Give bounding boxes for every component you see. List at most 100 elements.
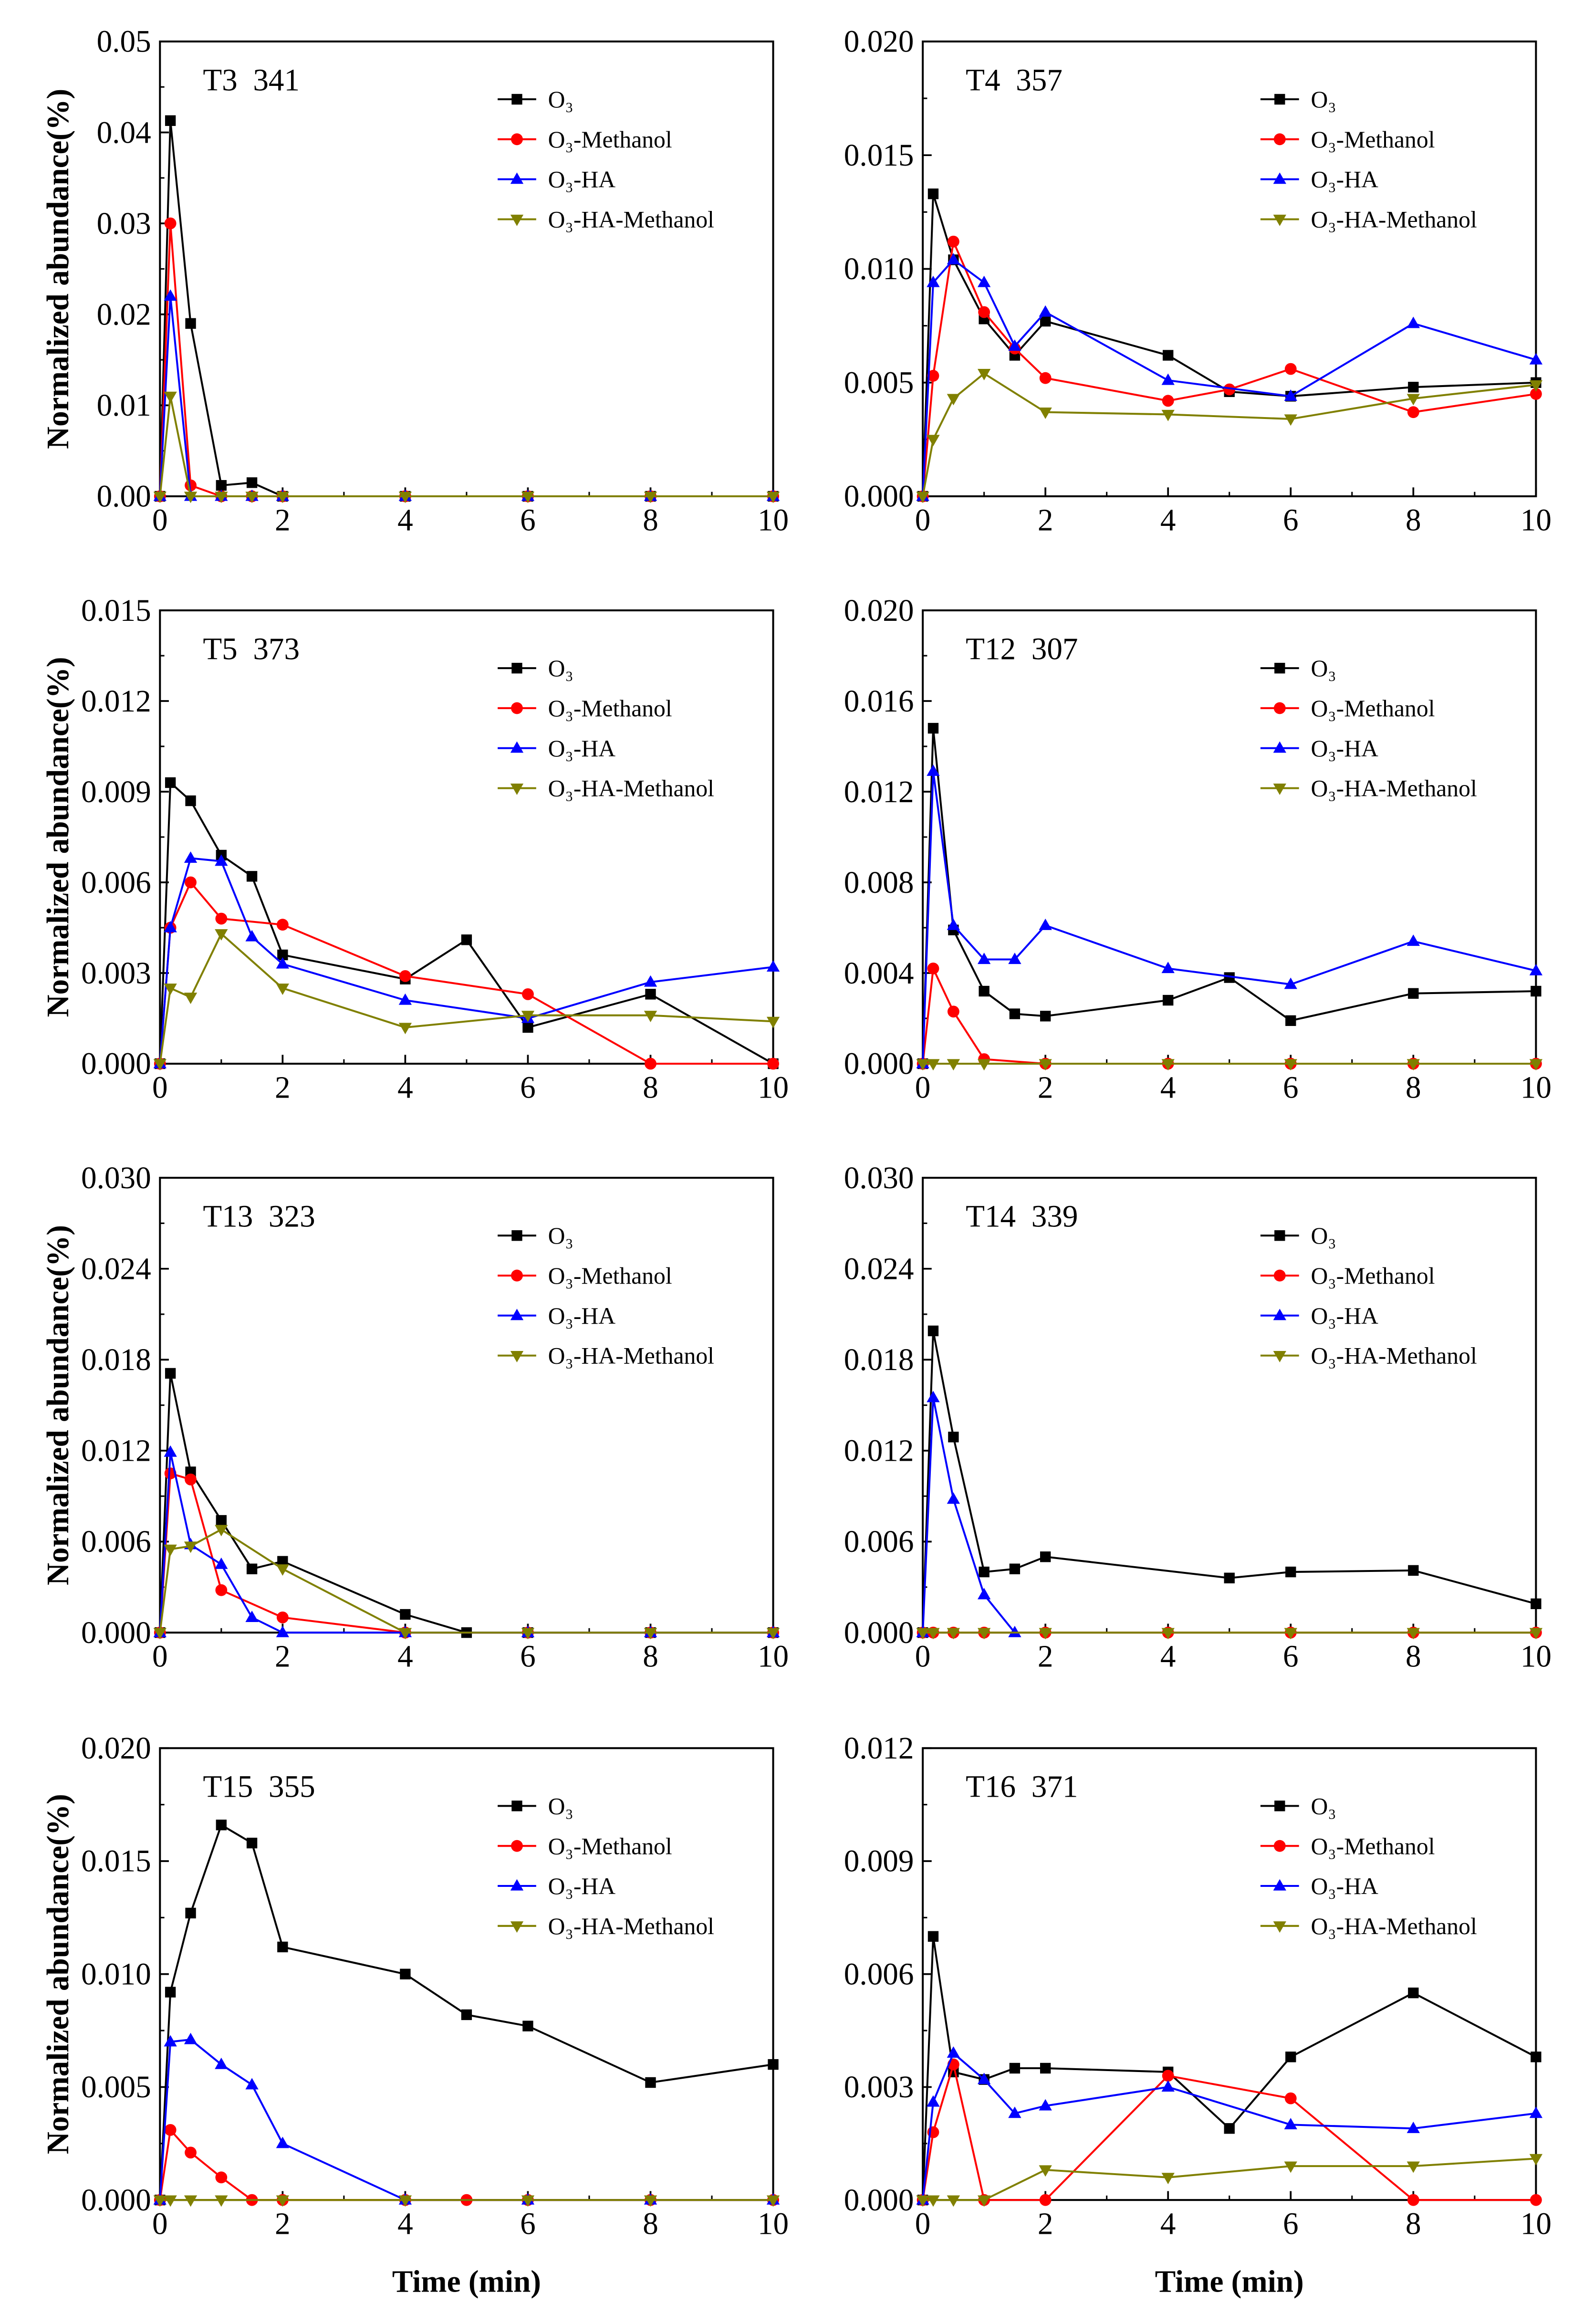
chart-panel-t12: 0 2 4 6 8 10 0.000 0.004 0.008 0.012 0.016 0.020 T12… (844, 594, 1552, 1105)
legend: O₃ O₃-Methanol O₃-HA O₃-HA-Methanol (498, 1793, 714, 1939)
series-o3-ha-point (947, 1492, 960, 1504)
legend-label: O₃-HA (1311, 1873, 1379, 1899)
legend-label: O₃ (548, 86, 573, 113)
series-o3-ha-methanol-point (644, 1011, 657, 1022)
legend-label: O₃-HA (548, 1873, 616, 1899)
legend-swatch-marker (1273, 702, 1286, 714)
y-tick-label: 0.006 (844, 1957, 914, 1991)
y-tick-label: 0.012 (844, 1434, 914, 1468)
x-tick-label: 0 (915, 2207, 931, 2241)
y-tick-label: 0.024 (844, 1252, 914, 1286)
series-o3-point (1531, 2052, 1542, 2062)
series-o3-ha-point (644, 975, 657, 987)
series-o3-ha-point (164, 1445, 177, 1457)
series-o3-ha-methanol (153, 391, 780, 503)
series-o3-point (400, 1609, 411, 1620)
series-o3-point (461, 934, 472, 945)
series-o3-ha-methanol-point (1161, 409, 1175, 421)
x-tick-label: 0 (152, 2207, 168, 2241)
series-o3 (917, 1325, 1542, 1638)
series-o3-ha-methanol-point (1406, 1628, 1420, 1640)
y-tick-label: 0.015 (81, 1844, 151, 1879)
y-tick-label: 0.01 (97, 388, 151, 423)
y-tick-label: 0.000 (81, 2183, 151, 2218)
series-o3-ha-methanol-point (184, 492, 198, 503)
legend-swatch-marker (1274, 1230, 1285, 1241)
series-o3-ha-methanol-point (947, 1628, 960, 1640)
x-tick-label: 6 (1283, 503, 1299, 537)
series-o3-ha-point (927, 1391, 940, 1403)
y-tick-label: 0.020 (81, 1731, 151, 1766)
series-o3-methanol-point (1223, 383, 1236, 396)
series-o3-point (979, 1566, 990, 1578)
series-o3-ha-point (1161, 962, 1175, 974)
series-o3-point (1009, 1008, 1021, 1019)
y-tick-label: 0.016 (844, 684, 914, 719)
series-o3-ha-methanol-point (276, 984, 290, 995)
series-o3-ha-methanol-point (215, 1525, 228, 1537)
x-tick-label: 0 (915, 503, 931, 537)
y-tick-label: 0.004 (844, 956, 914, 991)
series-o3-ha-point (1406, 934, 1420, 946)
series-o3-ha-methanol-point (184, 2195, 198, 2207)
legend-label: O₃-HA (1311, 735, 1379, 762)
series-o3-methanol-point (1530, 388, 1542, 400)
legend-swatch-marker (511, 1230, 522, 1241)
series-o3-point (1531, 1598, 1542, 1609)
series-o3-point (1224, 972, 1235, 983)
series-o3-ha-methanol-point (927, 2195, 940, 2207)
series-o3-ha-point (947, 2046, 960, 2058)
series-o3 (155, 1820, 779, 2206)
series-o3-point (185, 1907, 196, 1919)
x-tick-label: 8 (643, 503, 658, 537)
series-o3-ha-methanol-point (947, 394, 960, 406)
series-o3-point (461, 2009, 472, 2020)
series-o3-ha-methanol-point (766, 1016, 780, 1028)
series-o3-ha-point (1406, 2121, 1420, 2133)
series-o3-ha-methanol-point (398, 1023, 412, 1035)
legend-label: O₃-HA (1311, 1303, 1379, 1329)
x-tick-label: 8 (1406, 1640, 1421, 1674)
series-o3-ha-point (1161, 2080, 1175, 2092)
series-o3-methanol-point (1407, 406, 1419, 419)
series-o3-methanol-point (927, 370, 939, 382)
series-o3-ha-methanol-point (153, 492, 167, 503)
x-tick-label: 8 (1406, 2207, 1421, 2241)
legend-label: O₃-HA (548, 167, 616, 193)
series-o3-methanol-point (1162, 395, 1174, 407)
series-o3-point (216, 1515, 227, 1526)
legend-label: O₃ (1311, 1223, 1336, 1249)
x-axis-label: Time (min) (392, 2265, 541, 2299)
series-o3-methanol-point (1530, 2194, 1542, 2206)
series-o3-ha-methanol-point (947, 1059, 960, 1071)
series-o3-ha-point (276, 957, 290, 969)
legend-label: O₃-Methanol (548, 695, 672, 722)
x-tick-label: 2 (1038, 2207, 1053, 2241)
y-axis-label: Normalized abundance(%) (41, 1225, 75, 1585)
legend-swatch-marker (1273, 133, 1286, 146)
x-tick-label: 4 (397, 2207, 413, 2241)
series-o3-ha-line (922, 2052, 1536, 2200)
series-o3-methanol-point (164, 2124, 177, 2136)
series-o3-ha-point (1039, 918, 1052, 930)
series-o3-methanol-point (185, 876, 197, 889)
series-o3-ha-methanol-point (153, 1059, 167, 1071)
legend-label: O₃ (1311, 1793, 1336, 1819)
series-o3-point (927, 1325, 939, 1337)
series-o3-ha-methanol-point (276, 1564, 290, 1576)
series-o3-ha-methanol-point (1406, 394, 1420, 406)
series-o3-methanol-point (164, 1467, 177, 1479)
x-tick-label: 8 (1406, 503, 1421, 537)
x-tick-label: 2 (275, 503, 291, 537)
series-o3-ha-methanol-point (947, 2195, 960, 2207)
series-o3-point (400, 1968, 411, 1979)
legend: O₃ O₃-Methanol O₃-HA O₃-HA-Methanol (498, 86, 714, 233)
series-o3-ha-methanol-point (977, 1628, 991, 1640)
y-tick-label: 0.005 (844, 366, 914, 400)
series-o3-point (1009, 1563, 1021, 1574)
series-o3-ha-methanol-point (644, 2195, 657, 2207)
series-o3-ha-point (215, 1557, 228, 1569)
x-tick-label: 6 (520, 1070, 536, 1105)
legend-label: O₃-Methanol (548, 1833, 672, 1859)
x-tick-label: 8 (643, 2207, 658, 2241)
